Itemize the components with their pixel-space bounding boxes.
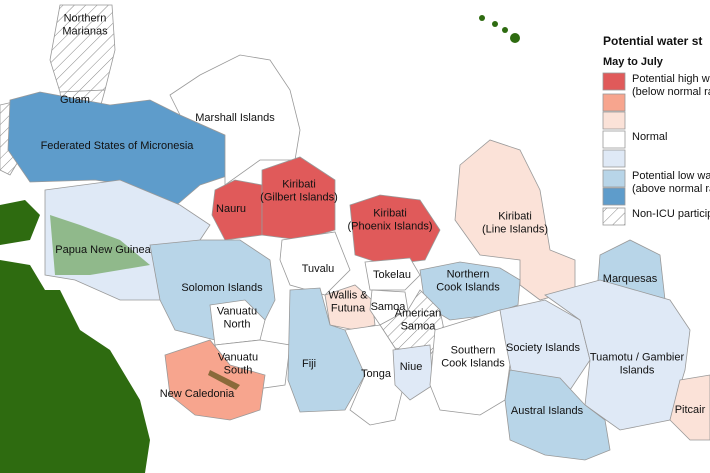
region-label: Papua New Guinea <box>55 244 151 256</box>
regions <box>7 4 710 461</box>
region-label: Nauru <box>216 203 246 215</box>
legend-swatch <box>602 111 626 130</box>
region-label: Marquesas <box>603 273 658 285</box>
legend-swatch <box>602 169 626 188</box>
region-label: Pitcair <box>675 404 706 416</box>
region-label: Niue <box>400 361 423 373</box>
region-label: Marshall Islands <box>195 112 275 124</box>
region-label: Cook Islands <box>436 281 500 293</box>
region-label: Cook Islands <box>441 357 505 369</box>
legend-label: Potential low wate <box>632 170 710 182</box>
legend-swatch <box>602 207 626 226</box>
region-label: Tokelau <box>373 269 411 281</box>
region-label: Fiji <box>302 358 316 370</box>
legend-label: Potential high wa <box>632 73 710 85</box>
region-label: American <box>395 307 441 319</box>
region-shape <box>344 324 406 426</box>
region-label: Federated States of Micronesia <box>41 140 195 152</box>
region-label: Futuna <box>331 302 366 314</box>
region-label: Northern <box>447 268 490 280</box>
region-label: Marianas <box>62 25 108 37</box>
region-label: Vanuatu <box>217 305 257 317</box>
region-shape <box>392 344 434 401</box>
png-land <box>50 215 150 275</box>
region-shape <box>364 257 421 291</box>
region-label: Society Islands <box>506 342 580 354</box>
legend-label: Normal <box>632 131 667 143</box>
legend-label: (above normal rai <box>632 183 710 195</box>
region-shape <box>669 374 710 441</box>
legend: Potential high wa(below normal ra Normal P… <box>602 72 710 226</box>
region-label: Solomon Islands <box>181 282 263 294</box>
legend-label: Non-ICU participa <box>632 208 710 220</box>
australia-land <box>0 260 150 473</box>
region-label: Wallis & <box>328 289 368 301</box>
legend-subtitle: May to July <box>603 56 664 68</box>
region-shape <box>164 339 266 421</box>
region-shape <box>504 369 611 461</box>
region-label: Northern <box>64 12 107 24</box>
region-shape <box>7 91 231 216</box>
legend-swatch <box>602 187 626 206</box>
region-label: (Line Islands) <box>482 223 548 235</box>
legend-swatch <box>602 72 626 91</box>
legend-swatch <box>602 130 626 149</box>
region-shape <box>209 299 266 346</box>
legend-title: Potential water st <box>603 34 702 48</box>
region-label: Samoa <box>371 301 407 313</box>
region-shape <box>349 194 441 266</box>
land <box>0 200 40 245</box>
island <box>208 370 240 390</box>
region-label: (Phoenix Islands) <box>348 220 433 232</box>
region-label: Southern <box>451 344 496 356</box>
legend-swatch <box>602 93 626 112</box>
region-label: North <box>224 318 251 330</box>
region-shape <box>261 156 336 241</box>
region-label: Guam <box>60 94 90 106</box>
region-label: Tonga <box>361 368 392 380</box>
region-label: Tuamotu / Gambier <box>590 351 685 363</box>
region-shape <box>169 54 301 186</box>
region-label: Samoa <box>401 320 437 332</box>
region-label: Kiribati <box>373 207 407 219</box>
hawaii <box>479 15 520 43</box>
legend-swatch <box>602 149 626 168</box>
region-label: Austral Islands <box>511 405 584 417</box>
legend-label: (below normal ra <box>632 86 710 98</box>
region-label: Kiribati <box>498 210 532 222</box>
region-label: Tuvalu <box>302 263 335 275</box>
region-label: South <box>224 364 253 376</box>
region-label: New Caledonia <box>160 388 235 400</box>
region-label: Islands <box>620 364 655 376</box>
region-shape <box>499 299 591 391</box>
region-label: (Gilbert Islands) <box>260 191 338 203</box>
region-label: Kiribati <box>282 178 316 190</box>
region-label: Vanuatu <box>218 351 258 363</box>
